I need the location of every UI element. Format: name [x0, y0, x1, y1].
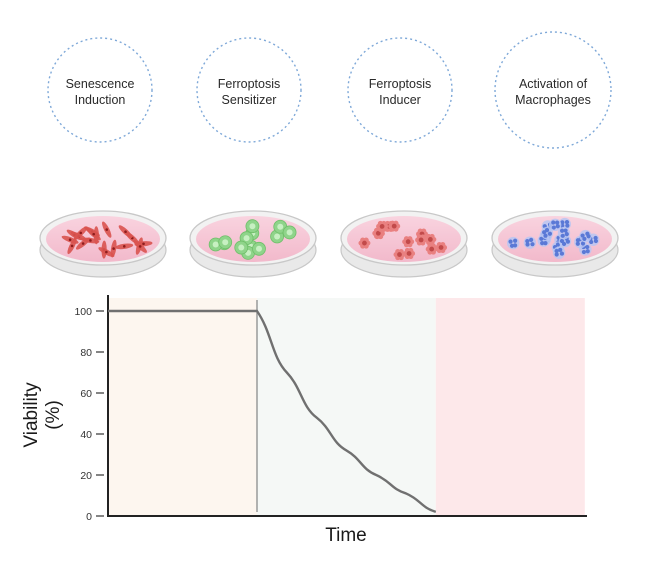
y-axis-title-line1: Viability	[21, 382, 42, 448]
stage-3-label-line1: Ferroptosis	[369, 77, 432, 91]
spindle-cell-icon	[61, 221, 153, 259]
stage-4-label-line2: Macrophages	[515, 93, 591, 107]
stage-2-label-line1: Ferroptosis	[218, 77, 281, 91]
petri-dish-3	[340, 210, 468, 278]
y-tick-label: 60	[80, 388, 92, 400]
stage-4-circle: Activation of Macrophages	[494, 31, 612, 149]
stage-3-circle: Ferroptosis Inducer	[347, 37, 453, 143]
stage-1-label-line2: Induction	[75, 93, 126, 107]
stage-2-circle: Ferroptosis Sensitizer	[196, 37, 302, 143]
x-axis-title: Time	[325, 525, 367, 546]
y-axis-title-line2: (%)	[43, 400, 64, 430]
phase-3-background	[435, 298, 585, 516]
phase-1-background	[108, 298, 257, 516]
petri-dish-2	[189, 210, 317, 278]
stage-3-label-line2: Inducer	[379, 93, 421, 107]
y-ticks: 0 20 40 60 80 100	[74, 306, 104, 523]
macrophage-icon	[506, 217, 600, 259]
stage-2-label-line2: Sensitizer	[222, 93, 277, 107]
dish-medium	[46, 216, 160, 262]
y-tick-label: 80	[80, 347, 92, 359]
petri-dish-1	[39, 210, 167, 278]
stage-1-label-line1: Senescence	[66, 77, 135, 91]
viability-chart: 0 20 40 60 80 100 Time Viability (%)	[21, 295, 587, 546]
dashed-circle	[47, 37, 153, 143]
ruptured-cell-icon	[358, 220, 448, 261]
y-tick-label: 40	[80, 429, 92, 441]
dashed-circle	[347, 37, 453, 143]
y-tick-label: 0	[86, 511, 92, 523]
dashed-circle	[196, 37, 302, 143]
stage-1-circle: Senescence Induction	[47, 37, 153, 143]
stage-4-label-line1: Activation of	[519, 77, 588, 91]
round-cell-icon	[208, 219, 297, 260]
petri-dish-4	[491, 210, 619, 278]
phase-2-background	[257, 298, 436, 516]
y-tick-label: 100	[74, 306, 92, 318]
petri-dishes	[39, 210, 619, 278]
y-axis-title: Viability (%)	[21, 382, 64, 448]
y-tick-label: 20	[80, 470, 92, 482]
dashed-circle	[494, 31, 612, 149]
viability-curve	[108, 309, 437, 514]
